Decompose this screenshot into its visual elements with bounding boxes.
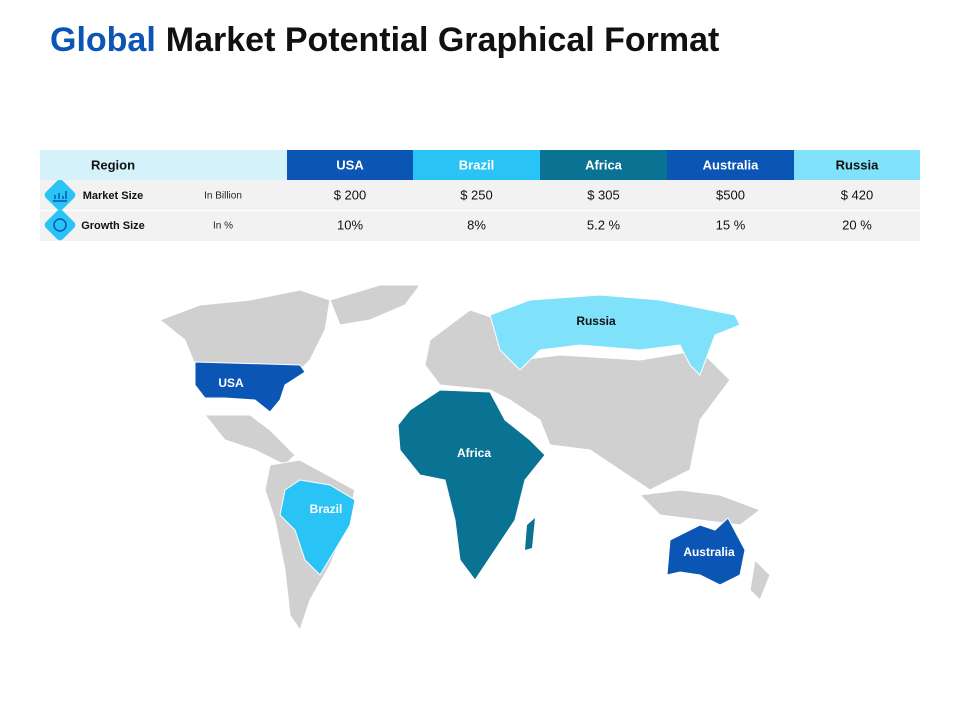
region-label: Russia bbox=[576, 314, 616, 328]
land bbox=[159, 289, 331, 371]
cell-value: $ 420 bbox=[841, 187, 874, 202]
land bbox=[638, 489, 762, 526]
region-russia bbox=[489, 294, 741, 376]
unit-label: In % bbox=[213, 221, 233, 232]
region-australia bbox=[666, 517, 746, 586]
unit-label: In Billion bbox=[204, 191, 242, 202]
row-label: Market Size bbox=[83, 190, 144, 202]
region-brazil bbox=[279, 479, 356, 576]
header-cell bbox=[794, 150, 920, 180]
header-label: Russia bbox=[836, 157, 879, 172]
cell-value: 5.2 % bbox=[587, 217, 621, 232]
cell-value: $ 200 bbox=[334, 187, 367, 202]
header-cell bbox=[667, 150, 794, 180]
cell-value: $ 250 bbox=[460, 187, 493, 202]
header-cell bbox=[413, 150, 540, 180]
header-cell bbox=[540, 150, 667, 180]
region-africa bbox=[525, 518, 535, 550]
header-label: Africa bbox=[585, 157, 623, 172]
cell-value: $500 bbox=[716, 187, 745, 202]
region-label: USA bbox=[218, 376, 244, 390]
land bbox=[749, 558, 771, 601]
land bbox=[203, 414, 296, 466]
icon bbox=[44, 209, 76, 241]
cell-value: 15 % bbox=[716, 217, 746, 232]
region-label: Brazil bbox=[310, 502, 343, 516]
title-accent: Global bbox=[50, 21, 156, 59]
region-africa bbox=[397, 389, 546, 581]
cell-value: 8% bbox=[467, 217, 486, 232]
icon bbox=[44, 179, 76, 211]
land bbox=[329, 284, 421, 326]
cell-value: $ 305 bbox=[587, 187, 620, 202]
region-label: Africa bbox=[457, 446, 491, 460]
cell-value: 10% bbox=[337, 217, 363, 232]
header-label: Australia bbox=[703, 157, 759, 172]
header-label: Brazil bbox=[459, 157, 494, 172]
map-labels: USA Brazil Africa Australia Russia bbox=[218, 314, 735, 559]
title: Global Market Potential Graphical Format bbox=[50, 21, 719, 59]
world-map bbox=[159, 284, 771, 632]
header-cell bbox=[287, 150, 413, 180]
data-table: Region USA Brazil Africa Australia Russia Mark… bbox=[40, 150, 920, 241]
region-label: Australia bbox=[683, 545, 735, 559]
cell-value: 20 % bbox=[842, 217, 872, 232]
title-rest: Market Potential Graphical Format bbox=[166, 21, 720, 59]
region-usa bbox=[194, 361, 306, 413]
header-cell bbox=[40, 150, 287, 180]
header-label: Region bbox=[91, 157, 135, 172]
row-label: Growth Size bbox=[81, 220, 145, 232]
header-label: USA bbox=[336, 157, 364, 172]
